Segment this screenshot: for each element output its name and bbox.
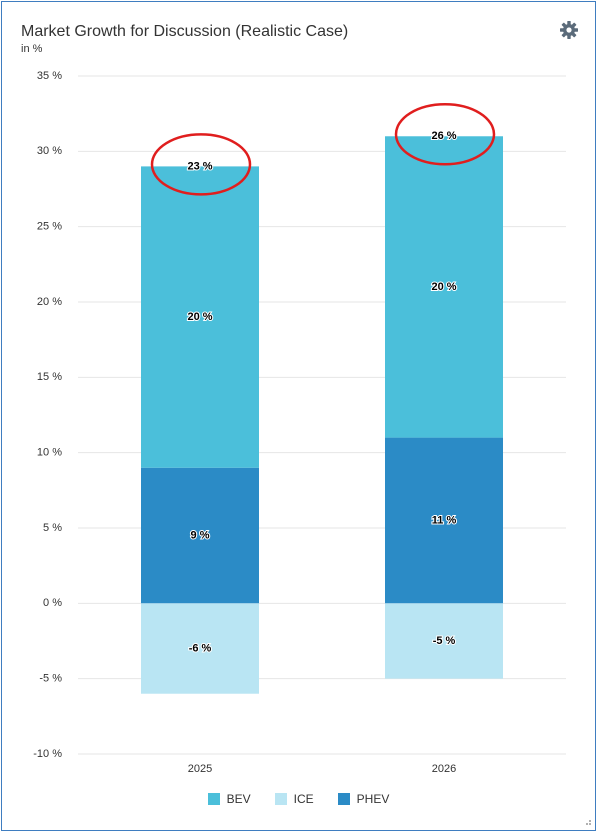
legend-swatch xyxy=(207,793,220,805)
y-tick-label: 25 % xyxy=(37,221,62,233)
bar-ice xyxy=(141,603,259,694)
annotation-circle xyxy=(394,103,496,166)
legend-label: BEV xyxy=(226,792,251,806)
bar-phev xyxy=(141,467,259,604)
chart-title: Market Growth for Discussion (Realistic … xyxy=(21,23,349,40)
resize-handle-icon[interactable] xyxy=(582,816,592,826)
gear-icon[interactable] xyxy=(559,20,579,40)
y-tick-label: 20 % xyxy=(37,296,62,308)
chart-subtitle: in % xyxy=(21,43,43,55)
y-tick-label: -5 % xyxy=(39,673,62,685)
legend-label: PHEV xyxy=(356,792,390,806)
y-tick-label: -10 % xyxy=(33,748,62,760)
bar-ice xyxy=(385,603,503,679)
x-tick-label: 2026 xyxy=(432,763,456,775)
bar-label-bev: 20 % xyxy=(431,281,456,293)
y-tick-label: 5 % xyxy=(43,522,62,534)
bar-total-label: 26 % xyxy=(431,130,456,142)
legend-item-ice[interactable]: ICE xyxy=(274,792,314,806)
bar-bev xyxy=(385,136,503,438)
bar-phev xyxy=(385,437,503,604)
legend-label: ICE xyxy=(293,792,314,806)
annotation-circle xyxy=(150,133,252,196)
bar-bev xyxy=(141,166,259,468)
y-tick-label: 30 % xyxy=(37,145,62,157)
legend-swatch xyxy=(274,793,287,805)
y-tick-label: 0 % xyxy=(43,597,62,609)
y-tick-label: 35 % xyxy=(37,70,62,82)
legend-swatch xyxy=(337,793,350,805)
bar-label-phev: 11 % xyxy=(432,514,457,526)
legend-item-bev[interactable]: BEV xyxy=(207,792,251,806)
bar-label-phev: 9 % xyxy=(191,529,210,541)
bar-label-bev: 20 % xyxy=(187,311,212,323)
bar-label-ice: -5 % xyxy=(433,635,456,647)
bar-total-label: 23 % xyxy=(187,160,212,172)
chart-legend: BEV ICE PHEV xyxy=(0,792,597,806)
x-tick-label: 2025 xyxy=(188,763,212,775)
y-tick-label: 10 % xyxy=(37,447,62,459)
legend-item-phev[interactable]: PHEV xyxy=(337,792,390,806)
bar-label-ice: -6 % xyxy=(189,642,212,654)
y-tick-label: 15 % xyxy=(37,371,62,383)
